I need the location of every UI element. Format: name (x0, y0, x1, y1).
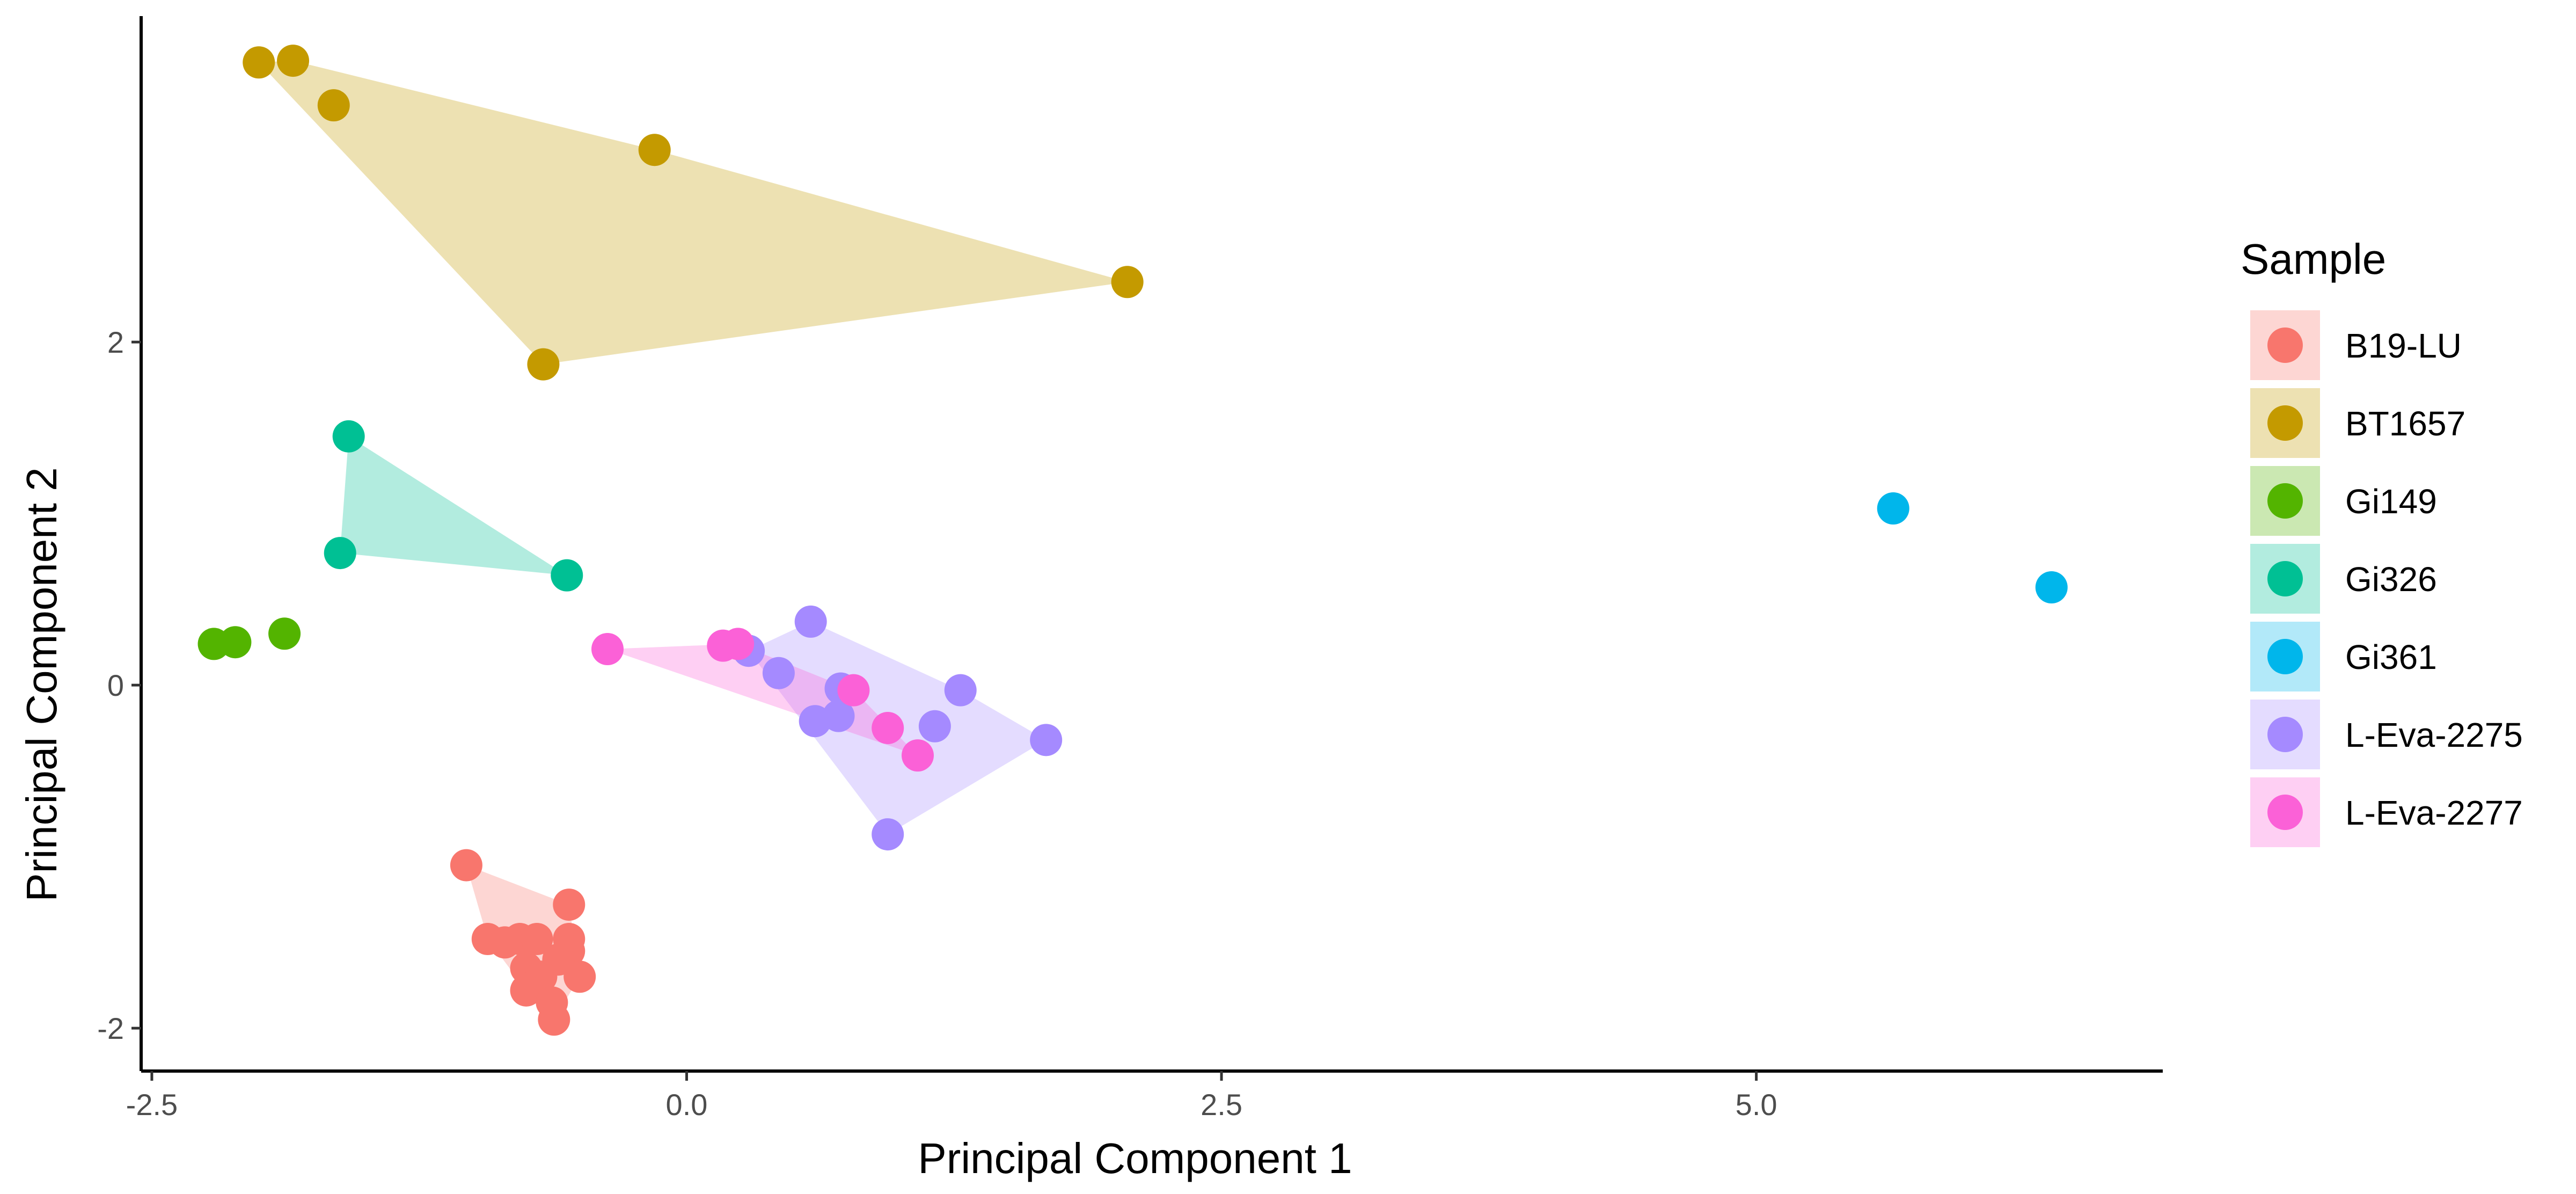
legend-label: B19-LU (2345, 326, 2462, 365)
legend-label: L-Eva-2275 (2345, 716, 2523, 754)
point-gi361 (2035, 571, 2068, 603)
legend-swatch-gi326 (2267, 561, 2303, 596)
y-axis-title: Principal Component 2 (18, 467, 65, 901)
x-tick-label: -2.5 (126, 1088, 178, 1122)
legend-label: L-Eva-2277 (2345, 793, 2523, 832)
legend-label: Gi326 (2345, 560, 2437, 599)
legend-swatch-b19-lu (2267, 327, 2303, 363)
point-bt1657 (527, 348, 560, 381)
legend-label: Gi361 (2345, 638, 2437, 676)
legend-item-bt1657: BT1657 (2250, 388, 2465, 458)
legend-item-gi326: Gi326 (2250, 544, 2437, 614)
hull-bt1657 (259, 61, 1128, 365)
points-layer (197, 45, 2068, 1036)
point-bt1657 (277, 45, 310, 77)
legend-swatch-l-eva-2277 (2267, 795, 2303, 830)
legend-item-l-eva-2275: L-Eva-2275 (2250, 700, 2523, 769)
point-gi326 (551, 559, 583, 592)
hull-layer (259, 61, 1128, 1020)
point-l-eva-2275 (762, 657, 795, 689)
legend-swatch-gi361 (2267, 639, 2303, 674)
legend-swatch-gi149 (2267, 483, 2303, 519)
point-b19-lu (521, 922, 553, 955)
point-b19-lu (538, 1003, 570, 1036)
legend-item-gi149: Gi149 (2250, 466, 2437, 536)
point-gi361 (1877, 492, 1909, 525)
legend: Sample B19-LU BT1657 Gi149 Gi326 Gi361 L-Eva-… (2241, 235, 2523, 847)
point-b19-lu (510, 974, 543, 1007)
point-l-eva-2275 (822, 700, 855, 732)
legend-label: Gi149 (2345, 482, 2437, 521)
point-l-eva-2275 (944, 674, 977, 707)
legend-swatch-bt1657 (2267, 405, 2303, 441)
y-axis-ticks: -2 0 2 (97, 325, 141, 1045)
point-gi326 (332, 420, 365, 453)
point-l-eva-2277 (837, 674, 870, 707)
y-tick-label: 0 (107, 668, 124, 702)
y-tick-label: 2 (107, 325, 124, 359)
point-l-eva-2277 (591, 633, 624, 665)
hull-gi326 (340, 436, 567, 576)
point-l-eva-2275 (872, 818, 904, 851)
point-gi326 (324, 537, 356, 570)
point-bt1657 (1111, 266, 1144, 298)
legend-label: BT1657 (2345, 404, 2465, 443)
point-bt1657 (243, 46, 275, 79)
point-l-eva-2277 (872, 711, 904, 744)
point-b19-lu (564, 960, 596, 993)
point-bt1657 (317, 89, 350, 122)
point-l-eva-2275 (794, 605, 827, 638)
x-axis-ticks: -2.5 0.0 2.5 5.0 (126, 1071, 1777, 1122)
y-tick-label: -2 (97, 1011, 124, 1045)
legend-item-b19-lu: B19-LU (2250, 310, 2462, 380)
point-b19-lu (450, 849, 482, 882)
x-axis-title: Principal Component 1 (918, 1134, 1352, 1182)
legend-swatch-l-eva-2275 (2267, 717, 2303, 752)
point-l-eva-2277 (722, 628, 755, 660)
x-tick-label: 5.0 (1736, 1088, 1777, 1122)
point-gi149 (268, 617, 301, 650)
point-l-eva-2275 (918, 710, 951, 742)
point-bt1657 (638, 134, 671, 166)
legend-title: Sample (2241, 235, 2386, 283)
x-tick-label: 2.5 (1201, 1088, 1242, 1122)
point-gi149 (219, 626, 252, 659)
axes: -2.5 0.0 2.5 5.0 -2 0 2 (97, 16, 2163, 1122)
legend-items: B19-LU BT1657 Gi149 Gi326 Gi361 L-Eva-2275 L-E… (2250, 310, 2523, 847)
x-tick-label: 0.0 (666, 1088, 708, 1122)
point-l-eva-2275 (1030, 724, 1063, 756)
point-b19-lu (553, 889, 586, 921)
legend-item-l-eva-2277: L-Eva-2277 (2250, 777, 2523, 847)
legend-item-gi361: Gi361 (2250, 622, 2437, 691)
point-l-eva-2277 (902, 739, 934, 772)
